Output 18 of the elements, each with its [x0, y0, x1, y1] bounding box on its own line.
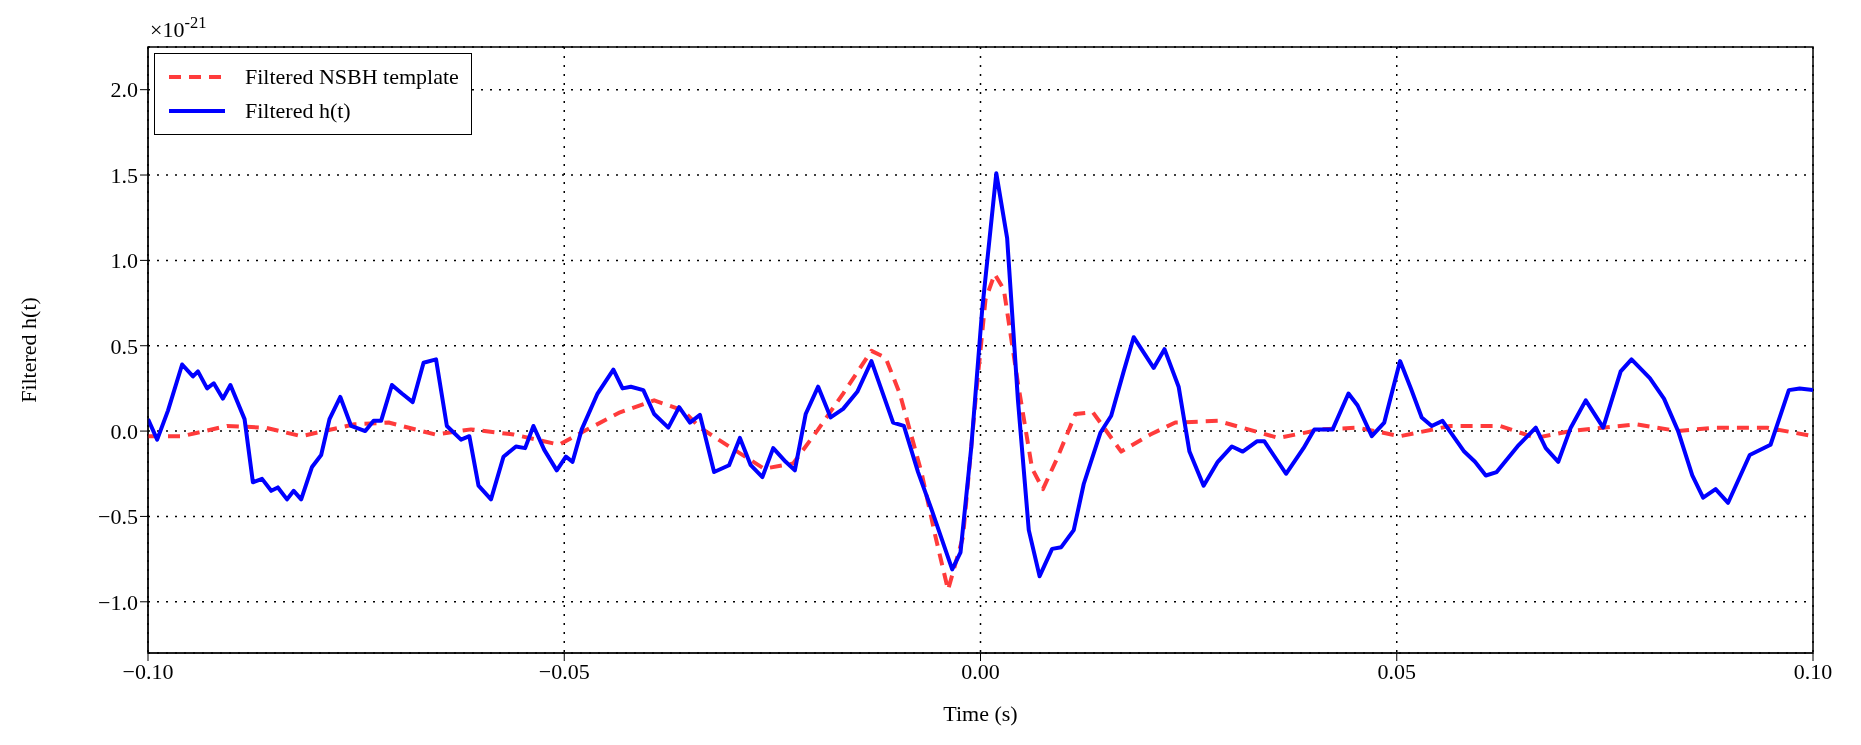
x-tick-label: −0.10 [122, 658, 174, 684]
y-tick-label: 0.0 [110, 418, 138, 444]
y-axis-title: Filtered h(t) [15, 297, 41, 403]
x-tick-label: 0.00 [961, 658, 1000, 684]
y-tick-label: 1.0 [110, 248, 138, 274]
x-tick-label: 0.10 [1793, 658, 1833, 684]
y-tick-label: 1.5 [110, 162, 138, 188]
legend-label: Filtered h(t) [245, 97, 351, 125]
y-tick-label: 0.5 [110, 333, 138, 359]
y-tick-label: 2.0 [110, 77, 138, 103]
y-tick-label: −0.5 [98, 504, 138, 530]
x-axis-title: Time (s) [943, 701, 1018, 726]
line-series [148, 171, 1813, 579]
x-tick-label: 0.05 [1377, 658, 1416, 684]
y-tick-label: −1.0 [98, 589, 138, 615]
x-tick-label: −0.05 [538, 658, 590, 684]
text: ×10$^{-21}$ [150, 12, 207, 42]
legend-label: Filtered NSBH template [245, 63, 459, 91]
